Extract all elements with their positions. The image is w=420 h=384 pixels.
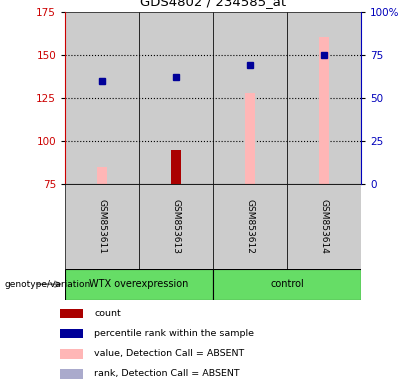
Text: WTX overexpression: WTX overexpression xyxy=(89,279,189,289)
Bar xyxy=(139,12,213,184)
Text: GSM853613: GSM853613 xyxy=(172,199,181,254)
Bar xyxy=(65,12,139,184)
Bar xyxy=(139,184,213,269)
Bar xyxy=(245,93,255,184)
Bar xyxy=(60,309,83,318)
Bar xyxy=(287,12,361,184)
Bar xyxy=(60,329,83,338)
Text: GSM853611: GSM853611 xyxy=(97,199,107,254)
Bar xyxy=(60,349,83,359)
Text: count: count xyxy=(94,309,121,318)
Text: value, Detection Call = ABSENT: value, Detection Call = ABSENT xyxy=(94,349,245,358)
Bar xyxy=(213,184,287,269)
Bar xyxy=(319,37,329,184)
Text: genotype/variation: genotype/variation xyxy=(4,280,90,289)
Bar xyxy=(65,269,213,300)
Bar xyxy=(60,369,83,379)
Bar xyxy=(65,184,139,269)
Text: percentile rank within the sample: percentile rank within the sample xyxy=(94,329,255,338)
Text: GSM853614: GSM853614 xyxy=(320,199,329,254)
Bar xyxy=(171,150,181,184)
Bar xyxy=(97,167,107,184)
Bar xyxy=(213,12,287,184)
Title: GDS4802 / 234585_at: GDS4802 / 234585_at xyxy=(140,0,286,8)
Text: control: control xyxy=(270,279,304,289)
Bar xyxy=(287,184,361,269)
Text: rank, Detection Call = ABSENT: rank, Detection Call = ABSENT xyxy=(94,369,240,378)
Bar xyxy=(213,269,361,300)
Bar xyxy=(171,150,181,184)
Text: GSM853612: GSM853612 xyxy=(246,199,255,254)
